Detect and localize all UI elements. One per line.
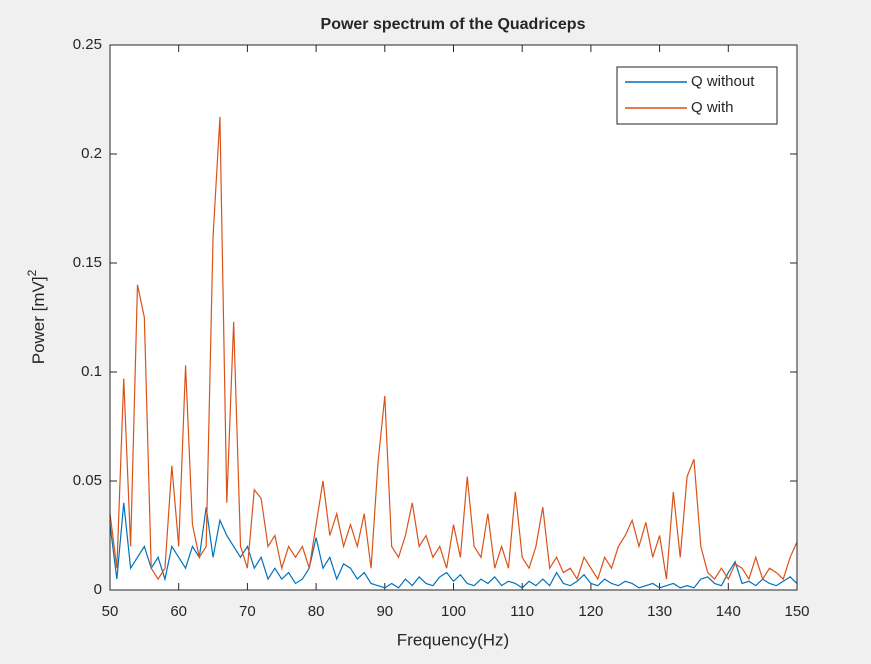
y-tick-label: 0 [94,581,102,598]
x-tick-label: 50 [102,603,119,620]
legend-label: Q without [691,73,755,90]
x-tick-label: 90 [376,603,393,620]
y-tick-label: 0.05 [73,472,102,489]
y-tick-label: 0.15 [73,254,102,271]
y-axis-label-sup: 2 [25,269,39,276]
y-tick-label: 0.2 [81,145,102,162]
series-line [109,502,798,589]
y-axis-label-text: Power [mV] [29,276,48,364]
y-tick-label: 0.1 [81,363,102,380]
x-tick-label: 130 [647,603,672,620]
legend-box [616,66,778,125]
y-tick-label: 0.25 [73,36,102,53]
x-tick-label: 100 [441,603,466,620]
x-tick-label: 110 [510,603,534,620]
x-tick-label: 80 [308,603,325,620]
x-axis-label: Frequency(Hz) [397,630,509,649]
axes-box [109,44,798,591]
series-line [109,116,798,581]
legend-label: Q with [691,99,734,116]
x-tick-label: 150 [784,603,809,620]
x-tick-label: 120 [578,603,603,620]
y-axis-label: Power [mV]2 [25,269,48,364]
x-tick-label: 70 [239,603,256,620]
chart-title: Power spectrum of the Quadriceps [321,16,586,33]
x-tick-label: 140 [716,603,741,620]
plot-area [110,45,797,590]
x-tick-label: 60 [170,603,187,620]
